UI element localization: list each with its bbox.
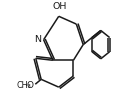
Text: CH₃: CH₃: [16, 81, 31, 90]
Text: N: N: [34, 35, 41, 44]
Text: OH: OH: [53, 2, 67, 11]
Text: O: O: [27, 81, 34, 90]
